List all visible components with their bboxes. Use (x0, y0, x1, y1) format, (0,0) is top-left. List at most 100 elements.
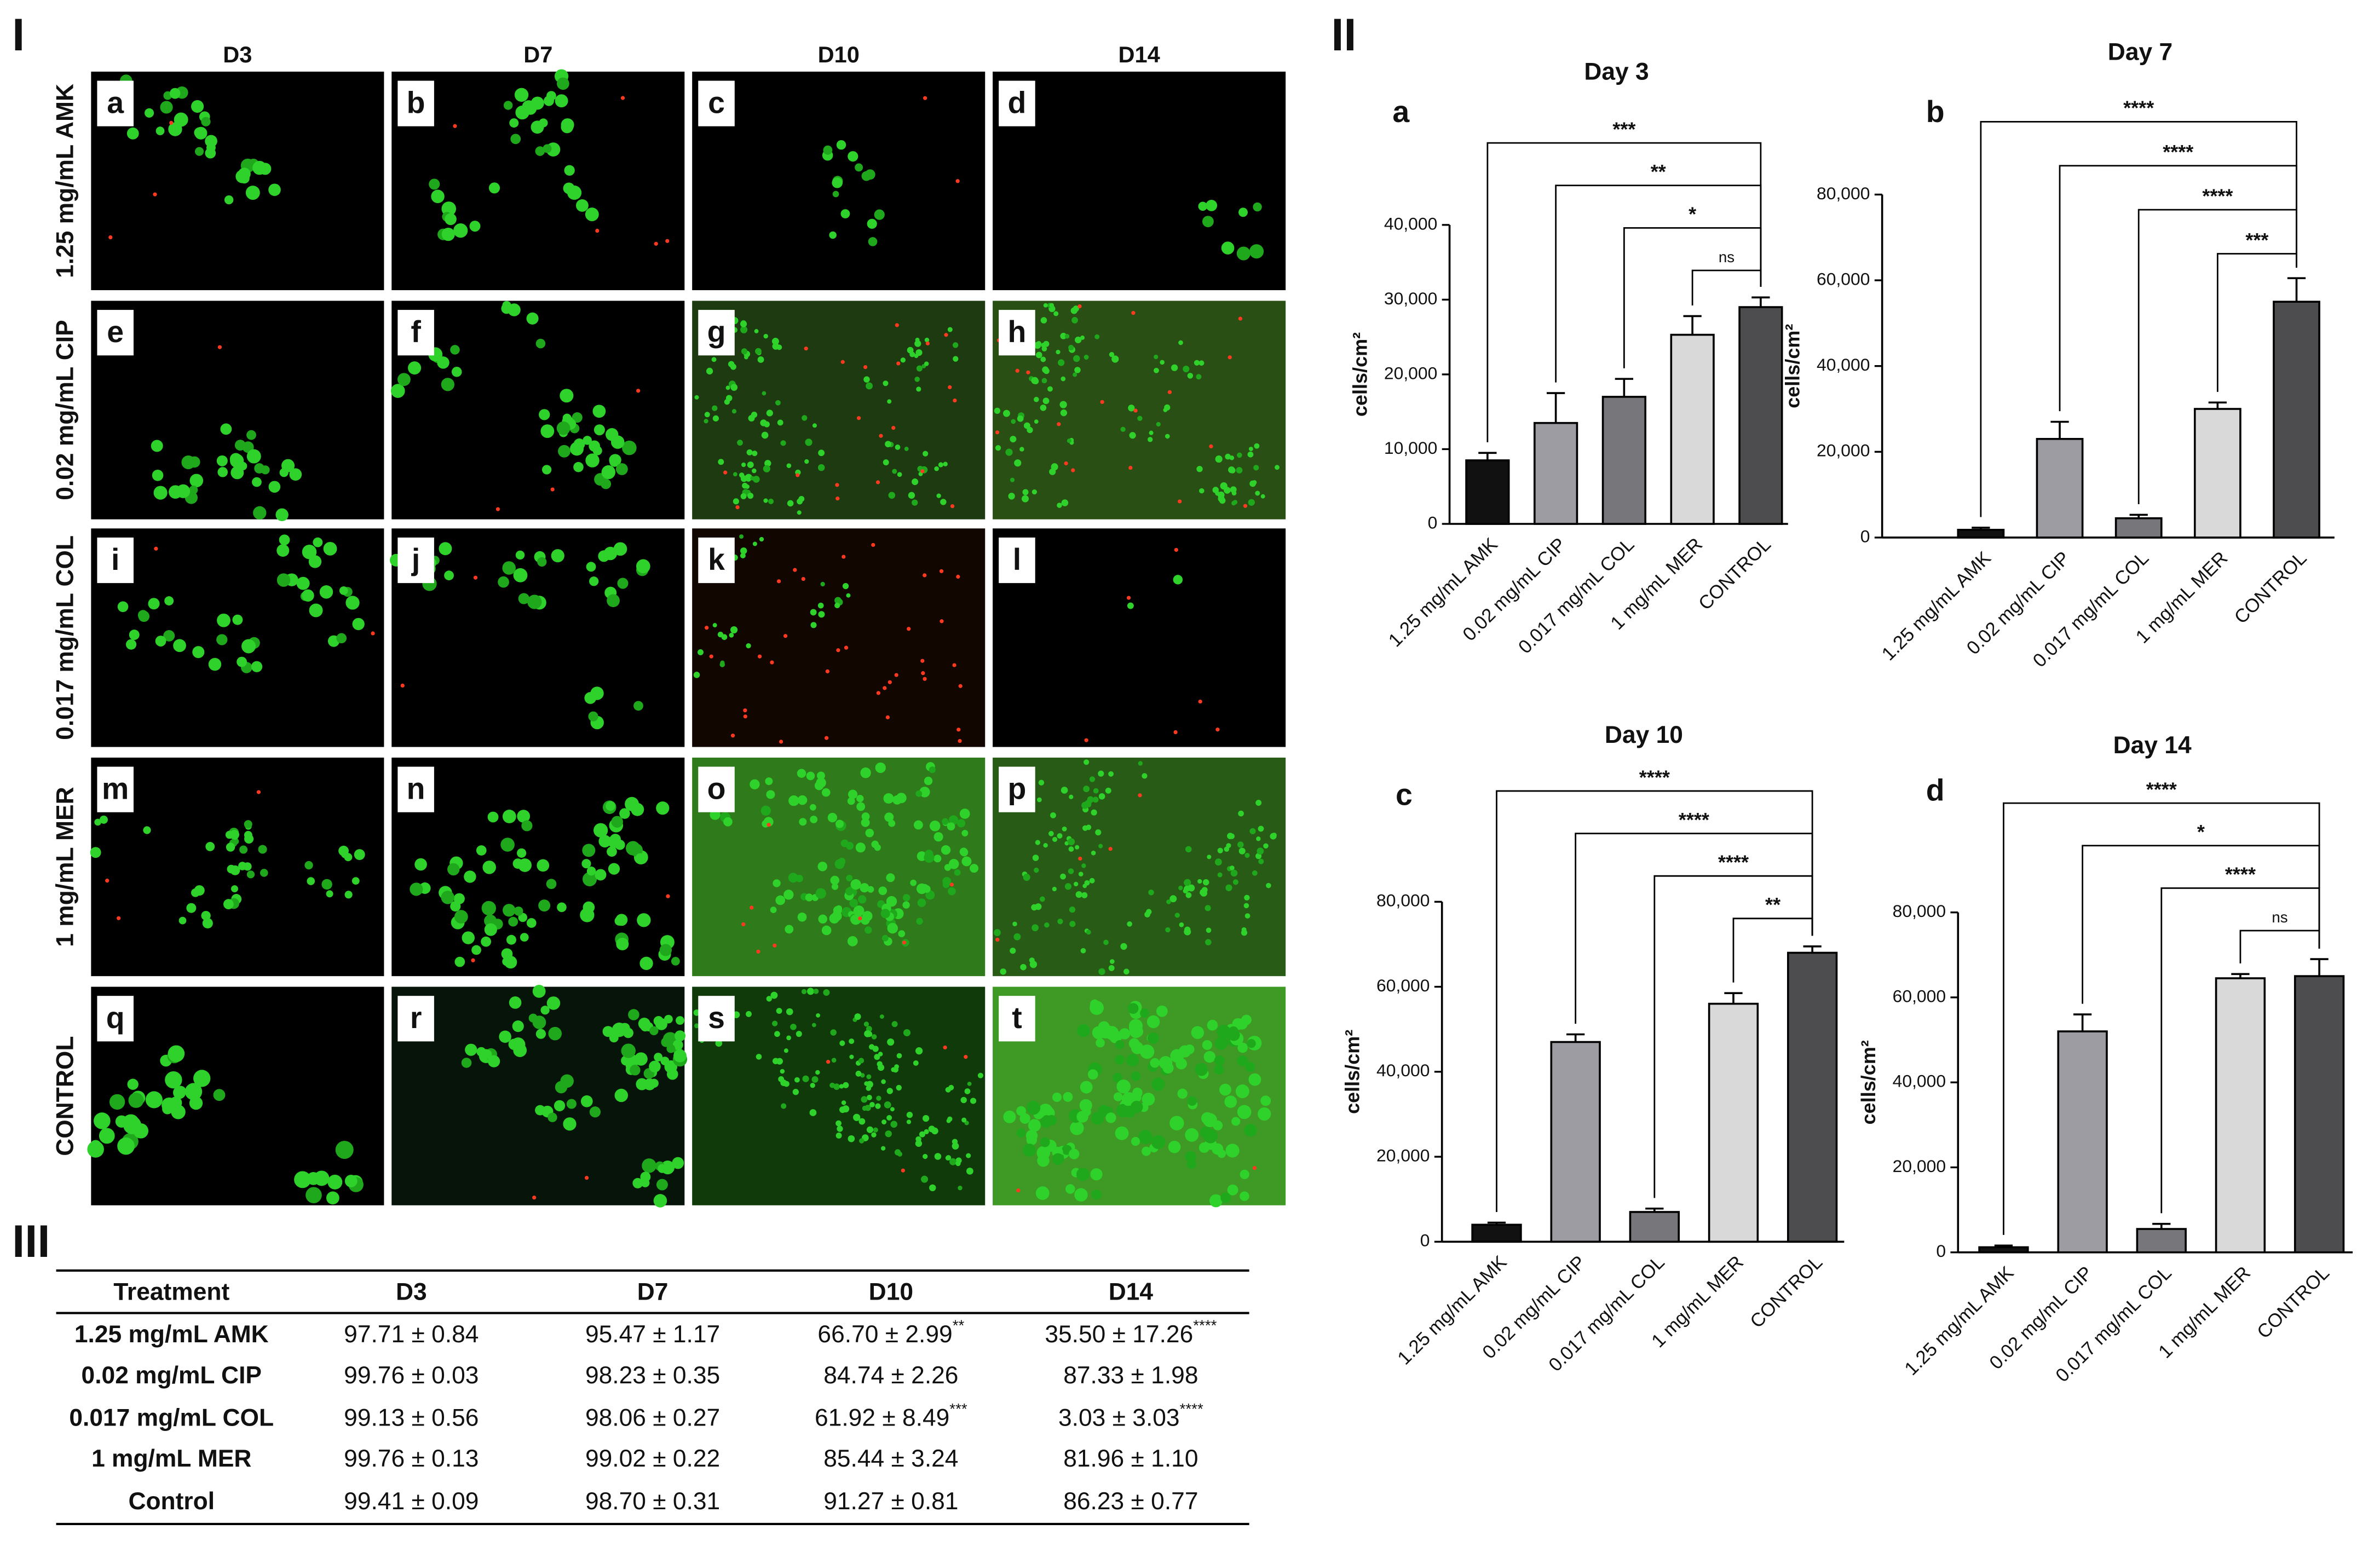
cell (817, 464, 825, 471)
bar (1670, 333, 1715, 525)
table-cell: 61.92 ± 8.49*** (815, 1400, 967, 1431)
cell (858, 1138, 865, 1144)
cell (874, 209, 885, 220)
cell (874, 844, 881, 851)
cell (833, 1083, 840, 1090)
tile-letter: s (708, 1001, 725, 1035)
cell (481, 901, 497, 916)
cell (598, 550, 610, 562)
cell (1034, 867, 1039, 873)
cell (1214, 858, 1222, 866)
dead-cell (1057, 422, 1061, 426)
cell (1105, 1112, 1116, 1123)
cell (1199, 488, 1205, 494)
cell (1224, 1095, 1237, 1108)
cell (1219, 497, 1226, 504)
micrograph (391, 301, 685, 520)
cell (1098, 968, 1105, 976)
table-cell: 99.13 ± 0.56 (344, 1404, 479, 1431)
cell (1175, 1058, 1187, 1070)
cell (168, 1045, 185, 1063)
cell (746, 1011, 752, 1017)
cell (855, 842, 866, 853)
cell (1169, 895, 1177, 903)
dead-cell (1215, 728, 1220, 732)
cell (621, 1043, 636, 1058)
cell (1232, 500, 1238, 505)
cell (268, 481, 281, 493)
cell (1258, 858, 1264, 864)
letter-box (999, 766, 1035, 812)
cell (748, 414, 755, 422)
cell (481, 936, 492, 947)
cell (924, 852, 935, 863)
cell (704, 419, 708, 424)
cell (790, 1024, 797, 1030)
cell (1191, 1026, 1205, 1039)
cell (861, 171, 872, 181)
cell (764, 460, 771, 467)
cell (1149, 430, 1154, 435)
dead-cell (154, 546, 158, 551)
cell (760, 805, 771, 816)
cell (551, 549, 564, 563)
dead-cell (1131, 311, 1136, 315)
cell (1083, 786, 1090, 793)
cell (674, 1030, 686, 1042)
cell (585, 453, 600, 468)
cell (966, 1153, 971, 1158)
y-tick-label: 20,000 (1384, 363, 1438, 383)
cell (439, 542, 452, 556)
cell (617, 578, 629, 589)
cell (961, 830, 969, 836)
dead-cell (858, 916, 862, 921)
cell (1022, 489, 1029, 495)
cell (781, 1103, 787, 1109)
bar (2293, 975, 2345, 1254)
cell (865, 1105, 871, 1111)
significance-label: **** (2123, 97, 2154, 119)
table-cell: 98.23 ± 0.35 (585, 1362, 720, 1389)
cell (1127, 602, 1134, 609)
cell (589, 576, 599, 586)
dead-cell (584, 1175, 589, 1180)
cell (1040, 1137, 1050, 1147)
cell (220, 423, 232, 435)
cell (308, 555, 322, 568)
dead-cell (1084, 738, 1088, 742)
y-tick-label: 40,000 (1384, 213, 1438, 233)
cell-significance: **** (1180, 1400, 1203, 1417)
letter-box (397, 537, 434, 584)
cell (848, 789, 858, 799)
cell (883, 793, 894, 804)
cells (1003, 999, 1271, 1208)
cell (1258, 826, 1264, 832)
cell (733, 498, 739, 505)
cell (1022, 495, 1029, 503)
table-cell: 91.27 ± 0.81 (823, 1488, 958, 1515)
cell (526, 918, 537, 928)
cell (326, 890, 333, 898)
cell (912, 478, 919, 486)
cell (289, 468, 302, 481)
cell (1095, 829, 1102, 836)
cell (765, 777, 773, 786)
cell (770, 991, 778, 999)
error-bar (1972, 527, 1990, 530)
cell (1258, 1107, 1271, 1121)
cell (1248, 447, 1253, 452)
dead-cell (1015, 368, 1019, 373)
cell (1073, 372, 1077, 377)
cell (764, 421, 770, 428)
bar (1465, 459, 1510, 525)
dead-cell (654, 241, 658, 246)
dead-cell (730, 734, 735, 738)
cell (208, 657, 222, 671)
dead-cell (956, 574, 960, 579)
cell (1120, 943, 1127, 950)
cell (815, 888, 826, 899)
cell (351, 877, 360, 885)
cell (1248, 499, 1255, 506)
cell (945, 1087, 951, 1093)
cell (216, 634, 228, 645)
